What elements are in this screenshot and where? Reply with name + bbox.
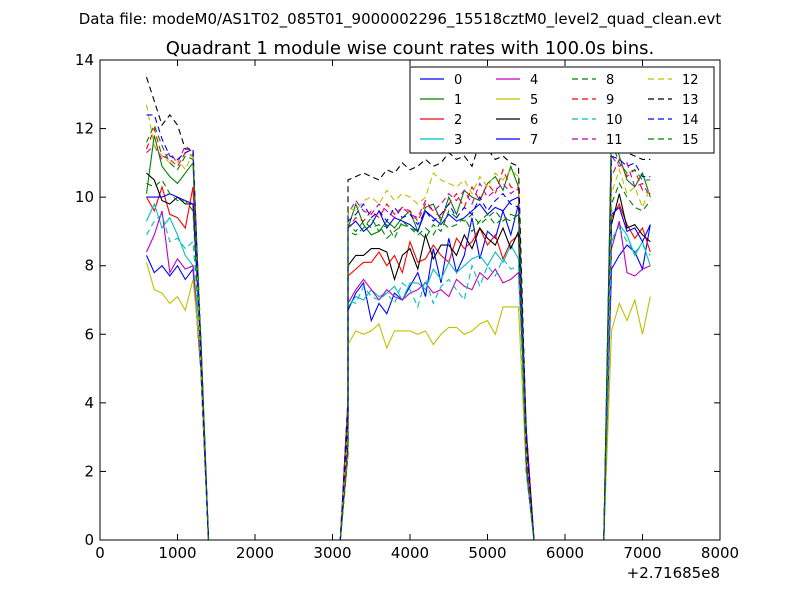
legend-label-6: 6 bbox=[530, 113, 538, 128]
series-line-3 bbox=[145, 202, 651, 541]
legend-label-2: 2 bbox=[454, 113, 462, 128]
legend-label-9: 9 bbox=[606, 93, 614, 108]
datafile-header: Data file: modeM0/AS1T02_085T01_90000022… bbox=[79, 10, 722, 29]
y-tick-label: 4 bbox=[84, 394, 94, 412]
x-tick-label: 4000 bbox=[391, 544, 429, 562]
series-line-4 bbox=[145, 210, 651, 541]
series-line-11 bbox=[146, 144, 651, 541]
x-tick-label: 5000 bbox=[468, 544, 506, 562]
y-tick-label: 2 bbox=[84, 462, 94, 480]
series-line-12 bbox=[145, 104, 651, 541]
x-tick-label: 1000 bbox=[158, 544, 196, 562]
chart-title: Quadrant 1 module wise count rates with … bbox=[166, 38, 655, 59]
x-offset-label: +2.71685e8 bbox=[627, 564, 720, 582]
x-tick-label: 8000 bbox=[701, 544, 739, 562]
series-line-14 bbox=[146, 114, 651, 541]
legend-label-3: 3 bbox=[454, 133, 462, 148]
axes: 0 1000 2000 3000 4000 5000 6000 7000 80000246810… bbox=[75, 51, 739, 562]
legend-label-13: 13 bbox=[682, 93, 699, 108]
legend-label-14: 14 bbox=[682, 113, 699, 128]
series-line-5 bbox=[145, 262, 651, 541]
series-line-15 bbox=[145, 123, 651, 541]
x-tick-label: 7000 bbox=[623, 544, 661, 562]
y-tick-label: 8 bbox=[84, 257, 94, 275]
series-line-1 bbox=[145, 124, 651, 541]
legend-label-12: 12 bbox=[682, 73, 699, 88]
legend-label-0: 0 bbox=[454, 73, 462, 88]
y-tick-label: 10 bbox=[75, 188, 94, 206]
legend-label-5: 5 bbox=[530, 93, 538, 108]
legend-label-11: 11 bbox=[606, 133, 623, 148]
x-tick-label: 0 bbox=[95, 544, 105, 562]
y-tick-label: 14 bbox=[75, 51, 94, 69]
legend-label-8: 8 bbox=[606, 73, 614, 88]
series-line-7 bbox=[146, 193, 651, 541]
series-line-0 bbox=[145, 203, 651, 541]
legend-label-1: 1 bbox=[454, 93, 462, 108]
legend-label-4: 4 bbox=[530, 73, 538, 88]
x-tick-label: 3000 bbox=[313, 544, 351, 562]
series-line-9 bbox=[145, 126, 651, 541]
legend-label-10: 10 bbox=[606, 113, 623, 128]
series-line-2 bbox=[146, 185, 651, 541]
y-tick-label: 12 bbox=[75, 120, 94, 138]
x-tick-label: 6000 bbox=[546, 544, 584, 562]
x-tick-label: 2000 bbox=[236, 544, 274, 562]
y-tick-label: 0 bbox=[84, 531, 94, 549]
series-line-8 bbox=[146, 179, 651, 541]
y-tick-label: 6 bbox=[84, 325, 94, 343]
legend-label-15: 15 bbox=[682, 133, 699, 148]
legend-label-7: 7 bbox=[530, 133, 538, 148]
